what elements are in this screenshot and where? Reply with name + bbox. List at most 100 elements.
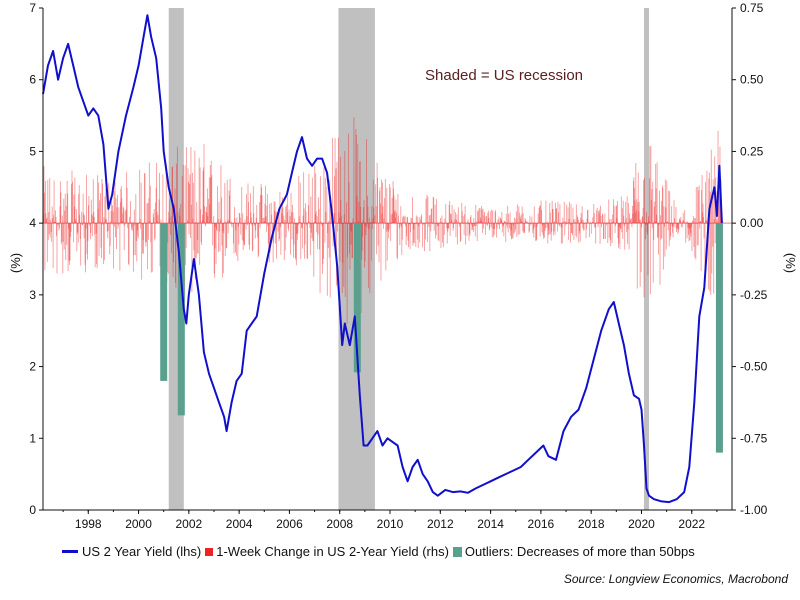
weekly-change-bar [456,223,458,245]
weekly-change-bar [355,134,357,224]
weekly-change-bar [672,223,674,238]
weekly-change-bar [104,219,106,224]
weekly-change-bar [496,223,498,238]
weekly-change-bar [641,217,643,224]
weekly-change-bar [680,223,682,228]
weekly-change-bar [608,223,610,238]
weekly-change-bar [167,223,169,274]
weekly-change-bar [269,223,271,253]
weekly-change-bar [372,218,374,224]
weekly-change-bar [293,223,295,245]
weekly-change-bar [125,209,127,224]
weekly-change-bar [633,177,635,224]
weekly-change-bar [461,202,463,224]
weekly-change-bar [260,194,262,224]
weekly-change-bar [316,216,318,224]
weekly-change-bar [576,215,578,224]
weekly-change-bar [146,223,148,270]
weekly-change-bar [342,223,344,263]
weekly-change-bar [609,223,611,241]
weekly-change-bar [611,223,613,244]
weekly-change-bar [46,223,48,262]
weekly-change-bar [267,223,269,244]
weekly-change-bar [175,163,177,224]
weekly-change-bar [321,223,323,226]
weekly-change-bar [619,223,621,230]
weekly-change-bar [485,215,487,224]
weekly-change-bar [204,223,206,227]
weekly-change-bar [120,186,122,224]
weekly-change-bar [650,199,652,224]
weekly-change-bar [349,223,351,270]
weekly-change-bar [695,187,697,224]
weekly-change-bar [309,223,311,256]
weekly-change-bar [608,199,610,224]
weekly-change-bar [498,223,499,225]
weekly-change-bar [521,221,523,224]
weekly-change-bar [566,204,568,224]
weekly-change-bar [617,200,618,224]
weekly-change-bar [389,187,391,224]
weekly-change-bar [155,187,157,224]
weekly-change-bar [493,223,495,238]
weekly-change-bar [693,218,695,224]
weekly-change-bar [557,201,559,224]
weekly-change-bar [649,145,651,224]
weekly-change-bar [292,204,293,224]
legend-item-yield[interactable]: US 2 Year Yield (lhs) [62,544,201,559]
weekly-change-bar [262,217,264,224]
weekly-change-bar [493,223,495,235]
weekly-change-bar [242,223,244,251]
weekly-change-bar [394,211,395,224]
weekly-change-bar [215,223,217,264]
weekly-change-bar [338,212,340,224]
weekly-change-bar [466,223,468,236]
weekly-change-bar [630,219,631,224]
weekly-change-bar [66,223,68,245]
weekly-change-bar [499,223,500,230]
weekly-change-bar [199,167,201,224]
weekly-change-bar [272,223,274,263]
weekly-change-bar [296,223,298,235]
weekly-change-bar [701,175,703,224]
yield-line-layer [42,14,723,504]
weekly-change-bar [707,223,709,290]
weekly-change-bar [143,223,145,254]
weekly-change-bar [618,223,620,227]
weekly-change-bar [401,223,403,255]
weekly-change-bar [665,207,667,224]
weekly-change-bar [261,194,263,224]
weekly-change-bar [668,190,670,224]
weekly-change-bar [677,223,679,234]
recession-annotation: Shaded = US recession [425,67,583,84]
weekly-change-bar [257,223,259,258]
weekly-change-bar [412,223,414,243]
right-tick-label: -0.75 [740,431,768,445]
weekly-change-bar [592,217,594,224]
weekly-change-bar [476,221,478,224]
weekly-change-bar [237,223,239,227]
weekly-change-bar [552,208,554,224]
weekly-change-bar [371,223,373,229]
weekly-change-bar [248,223,250,245]
weekly-change-bar [682,212,684,224]
weekly-change-bar [507,205,509,224]
weekly-change-bar [220,197,222,224]
weekly-change-bar [491,223,493,238]
weekly-change-bar [710,223,712,296]
weekly-change-bar [288,209,290,224]
weekly-change-bar [373,207,375,224]
weekly-change-bar [482,223,483,233]
weekly-change-bar [246,193,248,224]
weekly-change-bar [44,223,46,270]
weekly-change-bar [406,217,408,224]
weekly-change-bar [90,223,92,234]
weekly-change-bar [176,146,178,224]
legend-item-weekly-change[interactable]: 1-Week Change in US 2-Year Yield (rhs) [205,544,449,559]
weekly-change-bar [504,221,506,224]
weekly-change-bar [53,214,55,224]
weekly-change-bar [129,223,131,225]
legend-item-outliers[interactable]: Outliers: Decreases of more than 50bps [452,544,695,559]
weekly-change-bar [418,217,420,224]
weekly-change-bar [67,193,69,224]
